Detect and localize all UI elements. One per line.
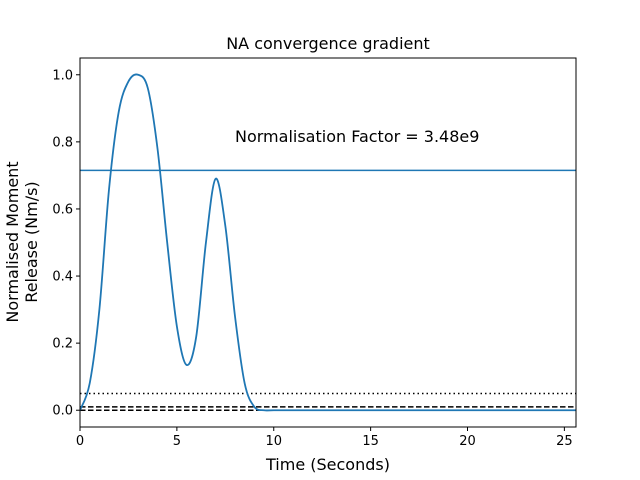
x-tick-label: 25	[556, 434, 573, 449]
x-tick-label: 0	[76, 434, 84, 449]
chart-title: NA convergence gradient	[226, 34, 430, 53]
axes-frame	[79, 57, 577, 428]
x-tick-label: 5	[173, 434, 181, 449]
x-tick-label: 15	[362, 434, 379, 449]
x-tick-label: 20	[459, 434, 476, 449]
normalisation-annotation: Normalisation Factor = 3.48e9	[235, 127, 479, 146]
y-tick-label: 0.6	[52, 202, 73, 217]
plot-area: 0 5 10 15 20 25 0.0 0.2 0.4 0.6 0.8 1.0	[52, 57, 577, 449]
series-line-0	[80, 73, 576, 412]
y-tick-label: 1.0	[52, 68, 73, 83]
x-axis-label: Time (Seconds)	[265, 455, 390, 474]
y-tick-label: 0.2	[52, 337, 73, 352]
y-axis-label-group: Normalised Moment Release (Nm/s)	[3, 161, 41, 322]
y-tick-label: 0.8	[52, 135, 73, 150]
y-tick-label: 0.4	[52, 270, 73, 285]
y-axis-label-line-1: Normalised Moment	[3, 161, 22, 322]
y-tick-label: 0.0	[52, 404, 73, 419]
x-tick-label: 10	[265, 434, 282, 449]
y-axis-label-line-2: Release (Nm/s)	[22, 181, 41, 302]
